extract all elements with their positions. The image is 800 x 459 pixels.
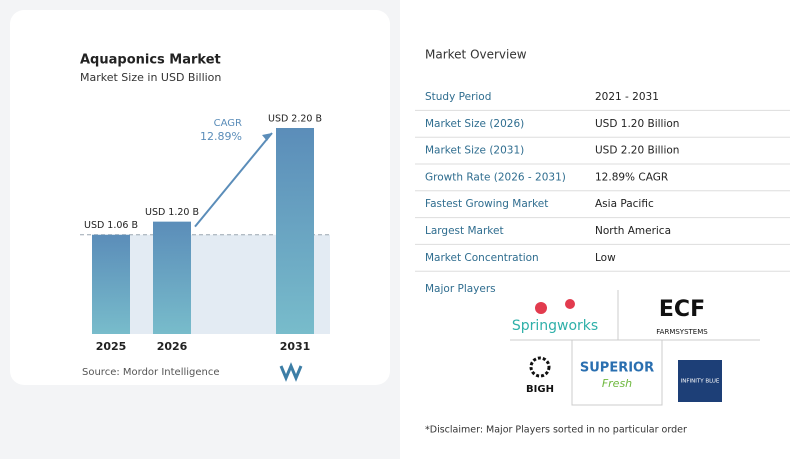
value-label: USD 2.20 B bbox=[268, 114, 322, 125]
overview-title: Market Overview bbox=[425, 48, 527, 62]
players-title: Major Players bbox=[425, 283, 496, 295]
source: Source: Mordor Intelligence bbox=[82, 367, 220, 378]
row-value: 12.89% CAGR bbox=[595, 171, 668, 183]
value-label: USD 1.20 B bbox=[145, 207, 199, 218]
logo-icon bbox=[529, 356, 551, 378]
row-label: Growth Rate (2026 - 2031) bbox=[425, 171, 566, 183]
row-value: USD 1.20 Billion bbox=[595, 118, 679, 130]
logo-icon bbox=[535, 302, 547, 314]
row-label: Study Period bbox=[425, 91, 491, 103]
row-label: Market Size (2026) bbox=[425, 118, 524, 130]
row-label: Largest Market bbox=[425, 225, 504, 237]
player-logo: FARMSYSTEMS bbox=[656, 328, 708, 336]
x-tick-label: 2025 bbox=[96, 340, 127, 353]
value-label: USD 1.06 B bbox=[84, 220, 138, 231]
brand-logo bbox=[279, 362, 303, 382]
logo-box bbox=[571, 339, 663, 406]
arrow-head bbox=[262, 133, 272, 141]
player-logo: Fresh bbox=[602, 377, 632, 390]
chart-title: Aquaponics Market bbox=[80, 53, 221, 68]
player-logo: ECF bbox=[659, 297, 705, 322]
player-logo: INFINITY BLUE bbox=[681, 379, 720, 385]
disclaimer: *Disclaimer: Major Players sorted in no … bbox=[425, 425, 687, 436]
cagr-value: 12.89% bbox=[200, 130, 242, 143]
row-value: Asia Pacific bbox=[595, 198, 654, 210]
player-logo: Springworks bbox=[512, 318, 598, 334]
x-tick-label: 2026 bbox=[157, 340, 188, 353]
row-value: Low bbox=[595, 252, 616, 264]
row-label: Market Concentration bbox=[425, 252, 539, 264]
player-logo: BIGH bbox=[526, 384, 554, 395]
row-value: USD 2.20 Billion bbox=[595, 145, 679, 157]
growth-arrow bbox=[194, 132, 273, 228]
player-logo: SUPERIOR bbox=[580, 361, 654, 376]
logo-icon bbox=[565, 299, 575, 309]
chart-subtitle: Market Size in USD Billion bbox=[80, 71, 221, 84]
row-label: Market Size (2031) bbox=[425, 145, 524, 157]
bar bbox=[153, 221, 191, 334]
bar bbox=[276, 128, 314, 334]
bar bbox=[92, 234, 130, 334]
row-value: North America bbox=[595, 225, 671, 237]
cagr-label: CAGR bbox=[214, 118, 242, 129]
row-label: Fastest Growing Market bbox=[425, 198, 548, 210]
row-value: 2021 - 2031 bbox=[595, 91, 659, 103]
logo-box bbox=[678, 360, 722, 402]
x-tick-label: 2031 bbox=[280, 340, 311, 353]
